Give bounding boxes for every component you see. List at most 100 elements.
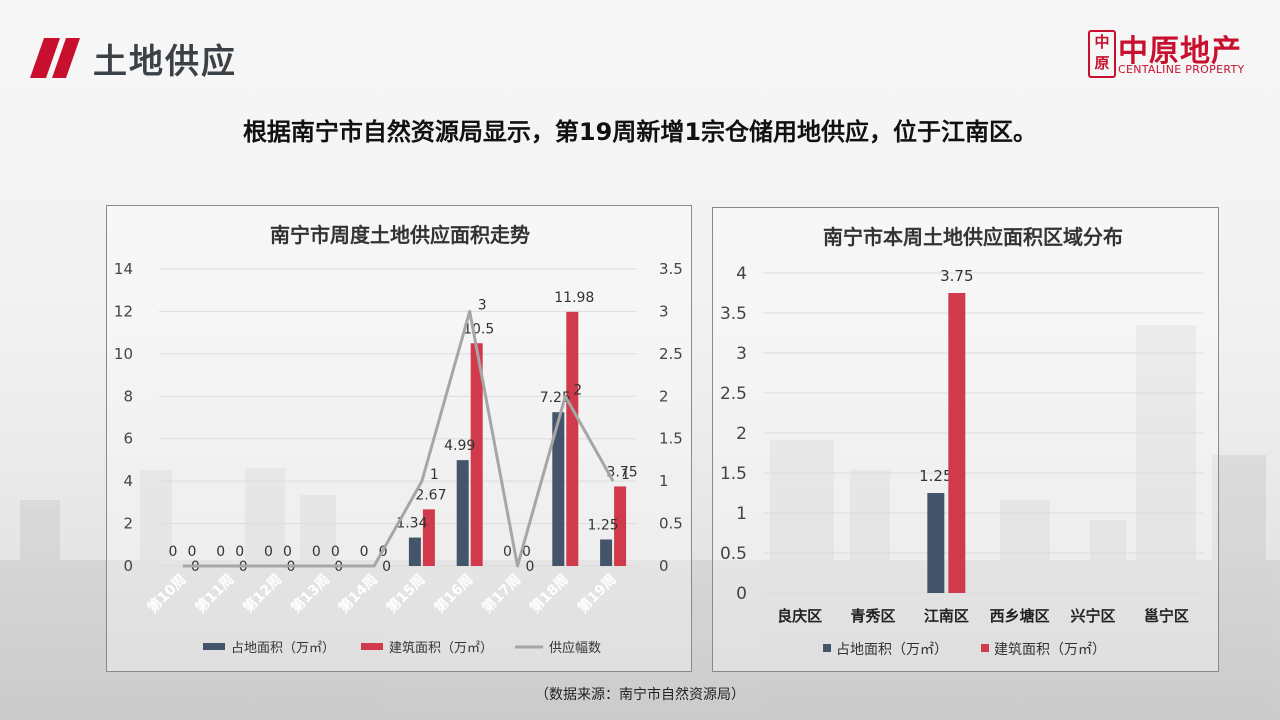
legend-label-count: 供应幅数 [549, 640, 601, 656]
x-tick-label: 第11周 [192, 571, 238, 617]
logo-cn-text: 中原地产 [1118, 34, 1242, 69]
y-tick-label: 6 [123, 430, 133, 448]
x-tick-label: 第18周 [527, 571, 573, 617]
line-data-label: 0 [382, 559, 391, 575]
bar-land-area [552, 412, 565, 566]
y-tick-label: 8 [123, 387, 133, 405]
y2-tick-label: 3 [659, 302, 669, 320]
data-label: 0 [168, 544, 177, 560]
y-tick-label: 4 [736, 264, 747, 284]
legend-label-building: 建筑面积（万㎡） [389, 640, 493, 656]
y-tick-label: 0.5 [720, 544, 747, 564]
y-tick-label: 2 [736, 424, 747, 444]
bar-building-area [948, 293, 966, 593]
line-data-label: 0 [526, 559, 535, 575]
y-tick-label: 10 [114, 345, 133, 363]
y-tick-label: 1 [736, 504, 747, 524]
x-tick-label: 兴宁区 [1070, 607, 1115, 625]
weekly-trend-chart: 南宁市周度土地供应面积走势0246810121400.511.522.533.5… [114, 223, 683, 656]
y2-tick-label: 0 [659, 557, 669, 575]
x-tick-label: 江南区 [924, 607, 969, 625]
x-tick-label: 西乡塘区 [990, 607, 1050, 625]
chart-title: 南宁市本周土地供应面积区域分布 [823, 225, 1123, 249]
data-label: 0 [264, 544, 273, 560]
bar-building-area [470, 343, 483, 566]
y2-tick-label: 2.5 [659, 345, 683, 363]
data-label: 2.67 [415, 487, 446, 503]
legend-label-land: 占地面积（万㎡） [836, 642, 948, 658]
y-tick-label: 14 [114, 260, 133, 278]
data-label: 0 [360, 544, 369, 560]
x-tick-label: 第13周 [288, 571, 334, 617]
data-label: 0 [503, 544, 512, 560]
y-tick-label: 1.5 [720, 464, 747, 484]
y2-tick-label: 0.5 [659, 515, 683, 533]
line-data-label: 2 [573, 382, 582, 398]
bar-land-area [408, 537, 421, 566]
y2-tick-label: 1.5 [659, 430, 683, 448]
y2-tick-label: 2 [659, 387, 669, 405]
title-slash-icon [30, 38, 80, 78]
y-tick-label: 12 [114, 302, 133, 320]
data-label: 0 [235, 544, 244, 560]
y2-tick-label: 1 [659, 472, 669, 490]
data-label: 3.75 [607, 464, 638, 480]
y-tick-label: 3 [736, 344, 747, 364]
x-tick-label: 第14周 [335, 571, 381, 617]
page-title: 土地供应 [93, 42, 237, 82]
legend-label-building: 建筑面积（万㎡） [994, 642, 1106, 658]
chart-title: 南宁市周度土地供应面积走势 [270, 223, 530, 247]
bar-building-area [422, 509, 435, 566]
bar-building-area [566, 311, 579, 566]
district-distribution-chart: 南宁市本周土地供应面积区域分布 0 0.5 1 1.5 2 2.5 3 3.5 4 良庆区 青秀区 1.… [720, 225, 1203, 658]
data-label: 3.75 [940, 267, 973, 285]
data-label: 4.99 [444, 438, 475, 454]
supply-count-line [182, 309, 615, 568]
bar-land-area [927, 493, 945, 593]
y2-tick-label: 3.5 [659, 260, 683, 278]
brand-logo: 中原 中原地产 CENTALINE PROPERTY [1088, 30, 1258, 80]
data-label: 0 [216, 544, 225, 560]
x-tick-label: 第17周 [479, 571, 525, 617]
logo-en-text: CENTALINE PROPERTY [1118, 63, 1245, 76]
y-tick-label: 4 [123, 472, 133, 490]
y-tick-label: 0 [123, 557, 133, 575]
data-label: 0 [331, 544, 340, 560]
x-tick-label: 第15周 [383, 571, 429, 617]
legend-swatch-building [981, 644, 989, 652]
bar-land-area [456, 460, 469, 566]
data-label: 0 [283, 544, 292, 560]
logo-seal-icon: 中原 [1088, 30, 1116, 78]
y-tick-label: 0 [736, 584, 747, 604]
data-label: 0 [522, 544, 531, 560]
legend-swatch-land [823, 644, 831, 652]
data-label: 1.25 [588, 517, 619, 533]
x-tick-label: 良庆区 [777, 607, 822, 625]
bar-building-area [614, 486, 627, 566]
weekly-trend-chart-panel: 南宁市周度土地供应面积走势 0 2 4 6 8 10 12 14 0 0.5 1 1.5 2 2.5 3 3.5… [106, 205, 692, 672]
y-tick-label: 3.5 [720, 304, 747, 324]
data-source-note: （数据来源：南宁市自然资源局） [535, 687, 745, 703]
headline-summary: 根据南宁市自然资源局显示，第19周新增1宗仓储用地供应，位于江南区。 [242, 118, 1038, 146]
data-label: 11.98 [554, 290, 594, 306]
x-tick-label: 第19周 [574, 571, 620, 617]
line-data-label: 3 [478, 297, 487, 313]
line-data-label: 1 [430, 467, 439, 483]
bar-land-area [600, 539, 613, 566]
x-tick-label: 青秀区 [850, 607, 895, 625]
line-data-label: 1 [621, 467, 630, 483]
y-tick-label: 2 [123, 515, 133, 533]
x-tick-label: 第16周 [431, 571, 477, 617]
data-label: 0 [187, 544, 196, 560]
x-tick-label: 第10周 [144, 571, 190, 617]
x-tick-label: 第12周 [240, 571, 286, 617]
legend-swatch-land [203, 643, 225, 650]
y-tick-label: 2.5 [720, 384, 747, 404]
legend-swatch-building [361, 643, 383, 650]
x-tick-label: 邕宁区 [1144, 607, 1189, 625]
data-label: 0 [312, 544, 321, 560]
data-label: 1.25 [919, 467, 952, 485]
district-distribution-chart-panel: 南宁市本周土地供应面积区域分布 0 0.5 1 1.5 2 2.5 3 3.5 4 良庆区 青秀区 1.… [712, 207, 1219, 672]
legend-label-land: 占地面积（万㎡） [231, 641, 335, 656]
